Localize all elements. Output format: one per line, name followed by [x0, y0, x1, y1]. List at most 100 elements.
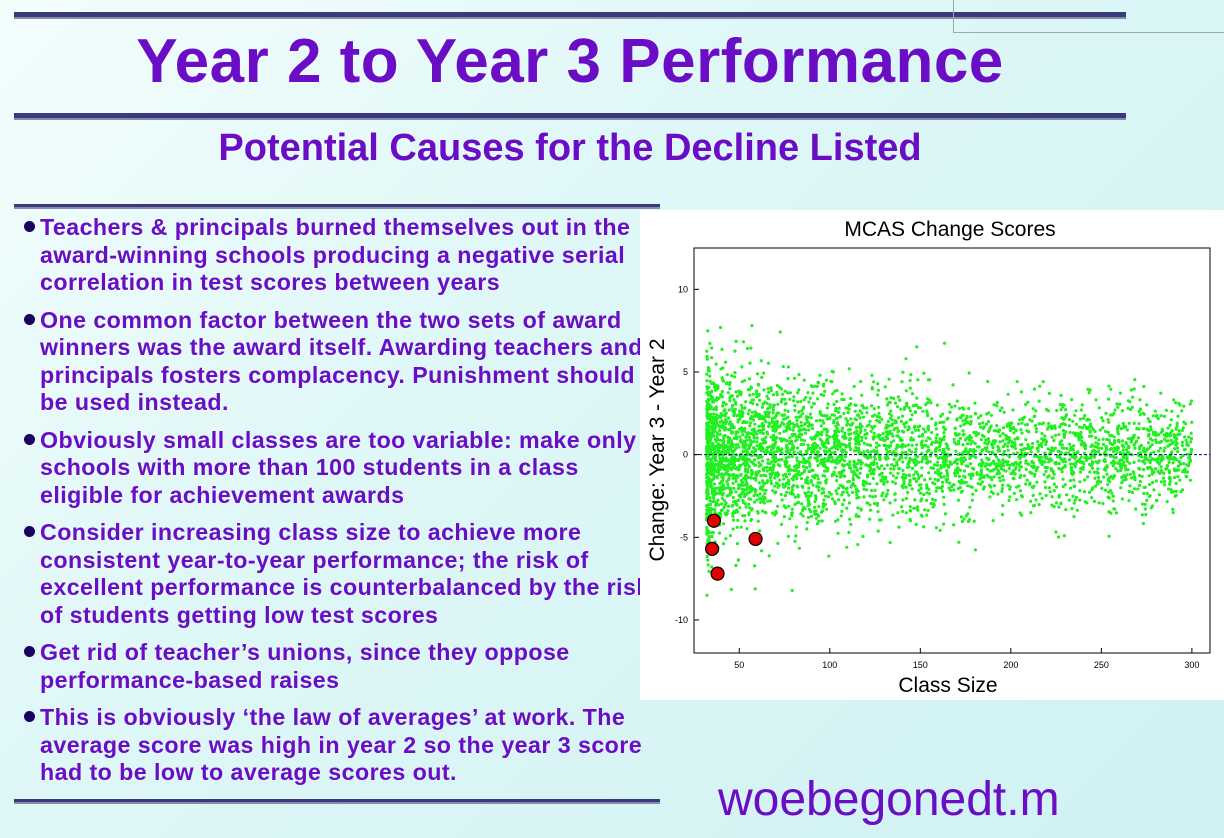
scatter-point: [811, 483, 815, 487]
scatter-point: [790, 433, 794, 437]
scatter-point: [750, 450, 754, 454]
scatter-point: [905, 452, 909, 457]
scatter-point: [854, 418, 859, 422]
scatter-point: [934, 526, 938, 530]
scatter-point: [776, 504, 780, 508]
scatter-point: [1057, 462, 1061, 466]
scatter-point: [921, 409, 925, 413]
scatter-point: [1077, 432, 1081, 436]
scatter-point: [752, 414, 756, 418]
scatter-point: [745, 438, 749, 442]
scatter-point: [726, 441, 730, 445]
scatter-point: [841, 490, 845, 494]
scatter-point: [895, 462, 899, 466]
scatter-point: [727, 437, 731, 441]
scatter-point: [1135, 427, 1139, 431]
scatter-point: [1151, 414, 1155, 418]
scatter-point: [1008, 463, 1012, 467]
scatter-point: [961, 451, 965, 455]
scatter-point: [1070, 507, 1074, 511]
scatter-point: [1043, 451, 1047, 455]
scatter-point: [771, 435, 775, 439]
scatter-point: [802, 470, 806, 474]
scatter-point: [963, 418, 968, 422]
scatter-point: [885, 397, 889, 401]
scatter-point: [1166, 426, 1170, 430]
scatter-point: [1049, 426, 1054, 431]
scatter-point: [847, 463, 852, 467]
scatter-point: [893, 498, 897, 502]
scatter-point: [710, 534, 714, 539]
scatter-point: [1034, 409, 1038, 413]
scatter-point: [787, 486, 791, 490]
scatter-point: [765, 480, 769, 485]
scatter-point: [1026, 444, 1031, 448]
scatter-point: [1094, 436, 1098, 440]
scatter-point: [966, 519, 971, 523]
scatter-point: [1112, 459, 1116, 463]
scatter-point: [1127, 421, 1131, 425]
scatter-point: [1031, 407, 1035, 411]
scatter-point: [1109, 387, 1113, 391]
scatter-point: [874, 445, 878, 449]
scatter-point: [900, 451, 904, 455]
scatter-point: [743, 406, 747, 410]
scatter-point: [1107, 384, 1111, 388]
scatter-point: [870, 425, 874, 429]
scatter-point: [781, 438, 785, 442]
scatter-point: [920, 474, 924, 478]
scatter-point: [841, 502, 845, 507]
scatter-point: [903, 425, 907, 429]
scatter-point: [764, 474, 768, 478]
scatter-point: [991, 459, 995, 463]
scatter-point: [815, 474, 819, 478]
scatter-point: [737, 457, 741, 462]
scatter-point: [926, 412, 930, 416]
scatter-point: [856, 475, 860, 479]
scatter-point: [979, 482, 983, 486]
x-tick-label: 250: [1094, 660, 1109, 670]
chart-title: MCAS Change Scores: [844, 218, 1055, 241]
scatter-point: [873, 494, 878, 498]
scatter-point: [890, 463, 894, 467]
scatter-point: [1036, 455, 1041, 459]
scatter-point: [712, 407, 716, 411]
scatter-point: [712, 412, 716, 416]
scatter-point: [724, 402, 728, 406]
scatter-point: [826, 429, 830, 433]
scatter-point: [1174, 481, 1178, 486]
scatter-point: [863, 428, 867, 432]
scatter-point: [927, 492, 932, 496]
scatter-point: [708, 418, 712, 422]
scatter-point: [823, 474, 827, 478]
scatter-point: [708, 374, 712, 378]
scatter-point: [769, 479, 773, 483]
scatter-point: [755, 403, 759, 407]
scatter-point: [1104, 429, 1108, 434]
scatter-point: [732, 436, 736, 441]
scatter-point: [865, 443, 869, 447]
scatter-point: [934, 427, 938, 431]
scatter-point: [1147, 432, 1151, 436]
scatter-point: [1149, 425, 1153, 429]
scatter-point: [893, 481, 898, 485]
scatter-point: [912, 477, 916, 481]
scatter-point: [762, 501, 766, 505]
scatter-point: [993, 462, 997, 466]
scatter-point: [855, 496, 859, 500]
scatter-point: [906, 490, 910, 495]
scatter-point: [763, 410, 767, 414]
scatter-point: [820, 487, 824, 491]
scatter-point: [930, 431, 934, 435]
scatter-point: [705, 355, 709, 359]
scatter-point: [864, 406, 869, 410]
scatter-point: [829, 492, 833, 496]
scatter-point: [1190, 448, 1194, 452]
scatter-point: [1050, 458, 1054, 462]
scatter-point: [1095, 471, 1100, 475]
scatter-point: [996, 492, 1000, 496]
scatter-point: [1109, 446, 1114, 451]
scatter-point: [706, 450, 710, 454]
scatter-point: [722, 400, 726, 405]
scatter-point: [807, 428, 811, 432]
